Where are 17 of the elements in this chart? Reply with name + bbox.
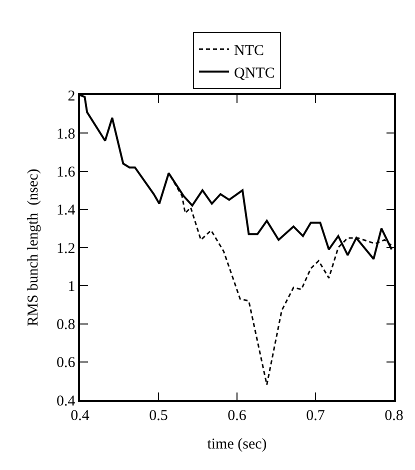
legend-label: QNTC xyxy=(234,66,275,82)
x-tick-label: 0.7 xyxy=(306,408,326,424)
y-tick-label: 2 xyxy=(68,88,76,104)
y-tick-label: 1.6 xyxy=(56,164,76,180)
y-tick-label: 0.6 xyxy=(56,355,76,372)
x-tick-label: 0.6 xyxy=(228,408,247,424)
y-tick-label: 1 xyxy=(68,278,76,295)
x-tick-label: 0.5 xyxy=(149,408,168,424)
y-axis-title: RMS bunch length (nsec) xyxy=(25,168,42,326)
y-tick-label: 1.8 xyxy=(56,126,76,142)
y-tick-label: 1.2 xyxy=(56,240,76,257)
x-axis-title: time (sec) xyxy=(207,436,267,452)
y-tick-label: 0.4 xyxy=(56,393,76,410)
y-tick-label: 0.8 xyxy=(56,317,76,333)
legend-label: NTC xyxy=(234,43,264,59)
y-tick-label: 1.4 xyxy=(56,202,76,219)
x-tick-label: 0.8 xyxy=(384,408,404,424)
